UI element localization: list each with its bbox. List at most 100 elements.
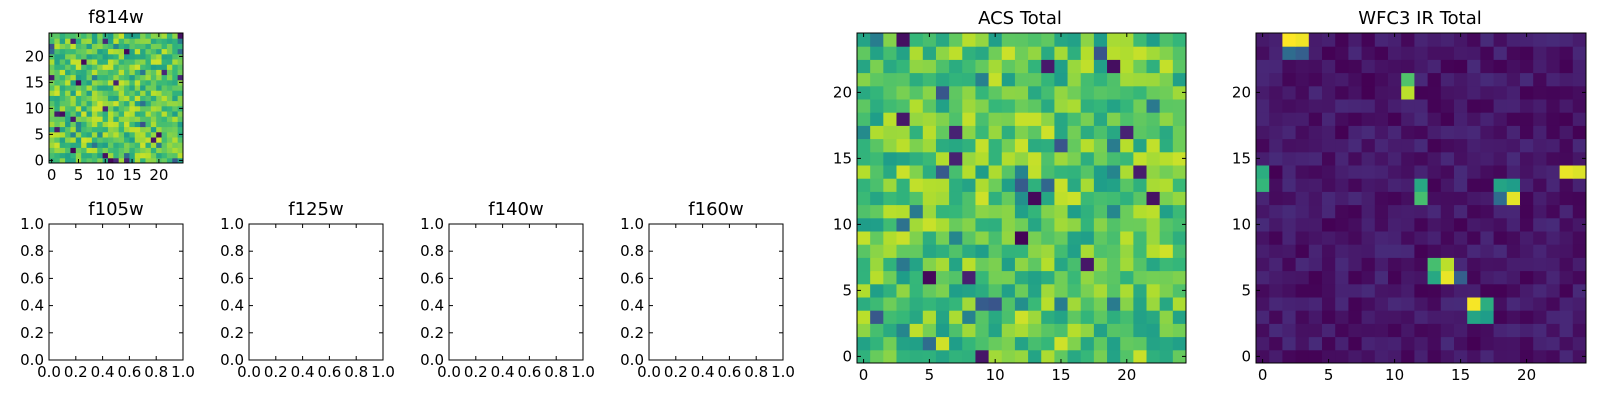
f814w-cell <box>75 152 82 159</box>
acs-total-cell <box>1146 138 1161 153</box>
f814w-cell <box>75 79 82 86</box>
f814w-cell <box>145 105 152 112</box>
wfc3-ir-total-cell <box>1256 151 1270 166</box>
wfc3-ir-total-cell <box>1322 336 1336 351</box>
wfc3-ir-total-cell <box>1559 112 1574 126</box>
acs-total-cell <box>1146 231 1161 245</box>
acs-total-cell <box>922 151 937 166</box>
wfc3-ir-total-cell <box>1493 46 1508 60</box>
f814w-cell <box>172 74 179 81</box>
wfc3-ir-total-cell <box>1335 283 1349 298</box>
f814w-cell <box>177 33 184 39</box>
wfc3-ir-total-cell <box>1440 72 1455 87</box>
acs-total-cell <box>1054 231 1069 245</box>
acs-total-cell <box>1159 165 1174 179</box>
wfc3-ir-total-cell <box>1308 270 1323 285</box>
acs-total-cell <box>1107 204 1121 219</box>
wfc3-ir-total-cell <box>1440 310 1455 324</box>
f814w-cell <box>172 100 179 107</box>
wfc3-ir-total-cell <box>1308 165 1323 179</box>
acs-total-cell <box>870 99 884 113</box>
wfc3-ir-total-cell <box>1322 231 1336 245</box>
acs-total-cell <box>949 297 963 311</box>
f814w-cell <box>54 131 61 138</box>
acs-total-cell <box>1120 99 1134 113</box>
acs-total-cell <box>883 191 897 206</box>
f814w-cell <box>118 33 125 39</box>
f814w-cell <box>70 152 77 159</box>
acs-total-cell <box>1001 297 1016 311</box>
f814w-cell <box>161 79 168 86</box>
acs-total-cell <box>935 283 950 298</box>
acs-total-cell <box>896 349 911 364</box>
acs-total-cell <box>962 231 976 245</box>
acs-total-cell <box>949 217 963 232</box>
f814w-cell <box>97 126 104 133</box>
acs-total-cell <box>1107 138 1121 153</box>
f814w-cell <box>113 105 120 112</box>
f140w-y-tick-label: 0.0 <box>420 351 444 369</box>
wfc3-ir-total-cell <box>1322 257 1336 272</box>
acs-total-cell <box>1133 257 1148 272</box>
acs-total-cell <box>1067 72 1082 87</box>
f814w-cell <box>150 142 157 148</box>
f814w-cell <box>65 43 71 50</box>
acs-total-cell <box>1107 46 1121 60</box>
acs-total-cell <box>1080 336 1095 351</box>
f814w-cell <box>81 59 88 65</box>
f814w-cell <box>129 53 136 60</box>
f814w-cell <box>161 137 168 143</box>
f814w-cell <box>150 95 157 102</box>
wfc3-ir-total-cell <box>1506 257 1521 272</box>
acs-total-cell <box>1172 59 1187 74</box>
f814w-cell <box>156 69 163 76</box>
wfc3-ir-total-x-tick-label: 5 <box>1324 366 1334 384</box>
acs-total-cell <box>909 33 924 47</box>
wfc3-ir-total-cell <box>1282 270 1297 285</box>
f814w-cell <box>81 64 88 70</box>
wfc3-ir-total-cell <box>1414 244 1429 258</box>
f814w-cell <box>145 43 152 50</box>
f814w-cell <box>150 43 157 50</box>
wfc3-ir-total-cell <box>1572 33 1587 47</box>
f814w-cell <box>145 48 152 55</box>
acs-total-cell <box>883 270 897 285</box>
wfc3-ir-total-cell <box>1506 191 1521 206</box>
wfc3-ir-total-cell <box>1374 138 1389 153</box>
f140w-y-ticks: 0.00.20.40.60.81.0 <box>420 215 583 369</box>
f814w-cell <box>129 74 136 81</box>
acs-total-cell <box>1133 165 1148 179</box>
acs-total-cell <box>1080 283 1095 298</box>
acs-total-cell <box>922 59 937 74</box>
wfc3-ir-total-cell <box>1467 191 1481 206</box>
f814w-cell <box>166 43 173 50</box>
wfc3-ir-total-cell <box>1533 257 1547 272</box>
acs-total-cell <box>1146 72 1161 87</box>
wfc3-ir-total-cell <box>1295 85 1310 100</box>
f814w-cell <box>54 38 61 44</box>
wfc3-ir-total-cell <box>1454 33 1468 47</box>
f814w-cell <box>107 100 114 107</box>
f814w-cell <box>140 147 146 154</box>
f814w-cell <box>172 116 179 122</box>
wfc3-ir-total-cell <box>1427 165 1442 179</box>
wfc3-ir-total-cell <box>1546 138 1561 153</box>
acs-total-cell <box>922 283 937 298</box>
wfc3-ir-total-cell <box>1374 323 1389 338</box>
acs-total-cell <box>909 349 924 364</box>
f814w-cell <box>145 95 152 102</box>
wfc3-ir-total-cell <box>1256 217 1270 232</box>
acs-total-cell <box>1028 125 1042 140</box>
wfc3-ir-total-cell <box>1295 310 1310 324</box>
acs-total-cell <box>922 204 937 219</box>
wfc3-ir-total-cell <box>1295 46 1310 60</box>
f814w-cell <box>177 74 184 81</box>
wfc3-ir-total-cell <box>1559 99 1574 113</box>
f814w-cell <box>124 121 130 128</box>
f814w-cell <box>75 131 82 138</box>
wfc3-ir-total-cell <box>1374 270 1389 285</box>
f814w-cell <box>134 137 141 143</box>
acs-total-heatmap <box>857 33 1187 364</box>
